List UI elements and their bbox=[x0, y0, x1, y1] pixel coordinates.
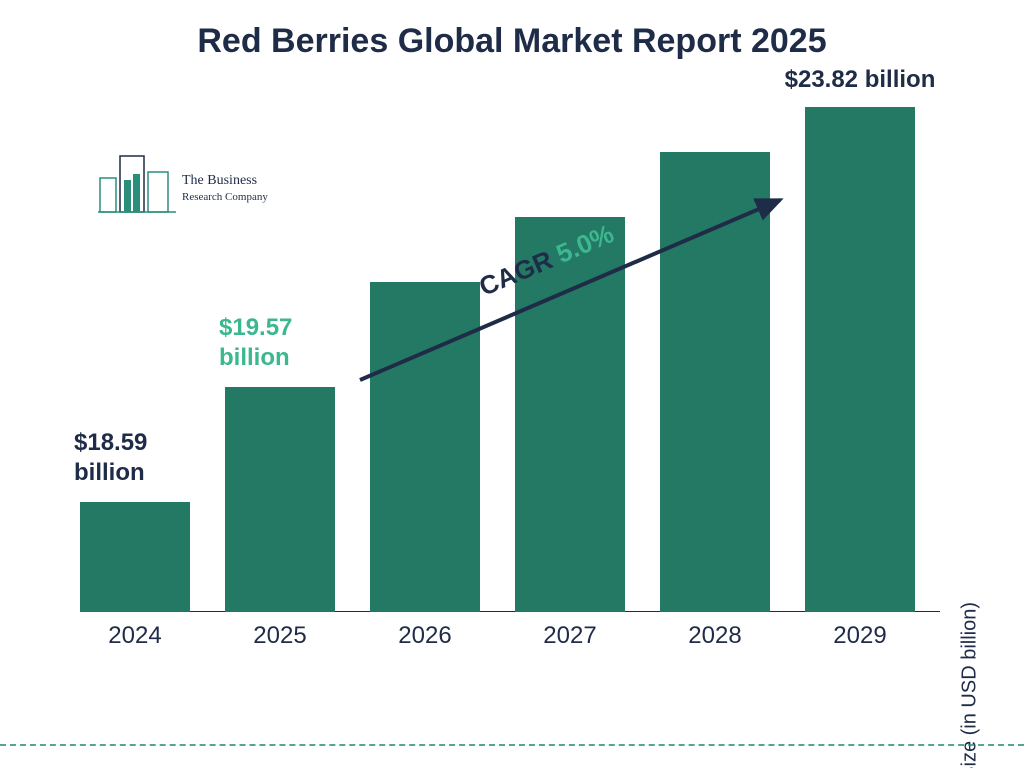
footer-divider bbox=[0, 744, 1024, 746]
data-label: $19.57billion bbox=[219, 313, 359, 373]
x-tick-label: 2024 bbox=[108, 622, 161, 650]
x-tick-label: 2025 bbox=[253, 622, 306, 650]
chart-canvas: { "title": { "text": "Red Berries Global… bbox=[0, 0, 1024, 768]
bar-chart: Market Size (in USD billion) 20242025202… bbox=[80, 130, 940, 670]
data-label: $23.82 billion bbox=[760, 65, 960, 95]
x-tick-label: 2027 bbox=[543, 622, 596, 650]
x-tick-label: 2026 bbox=[398, 622, 451, 650]
bar bbox=[805, 107, 915, 612]
bar bbox=[225, 387, 335, 612]
x-tick-label: 2029 bbox=[833, 622, 886, 650]
data-label: $18.59billion bbox=[74, 428, 214, 488]
bar bbox=[80, 502, 190, 612]
bar bbox=[370, 282, 480, 612]
bar bbox=[660, 152, 770, 612]
chart-title: Red Berries Global Market Report 2025 bbox=[0, 22, 1024, 61]
x-tick-label: 2028 bbox=[688, 622, 741, 650]
